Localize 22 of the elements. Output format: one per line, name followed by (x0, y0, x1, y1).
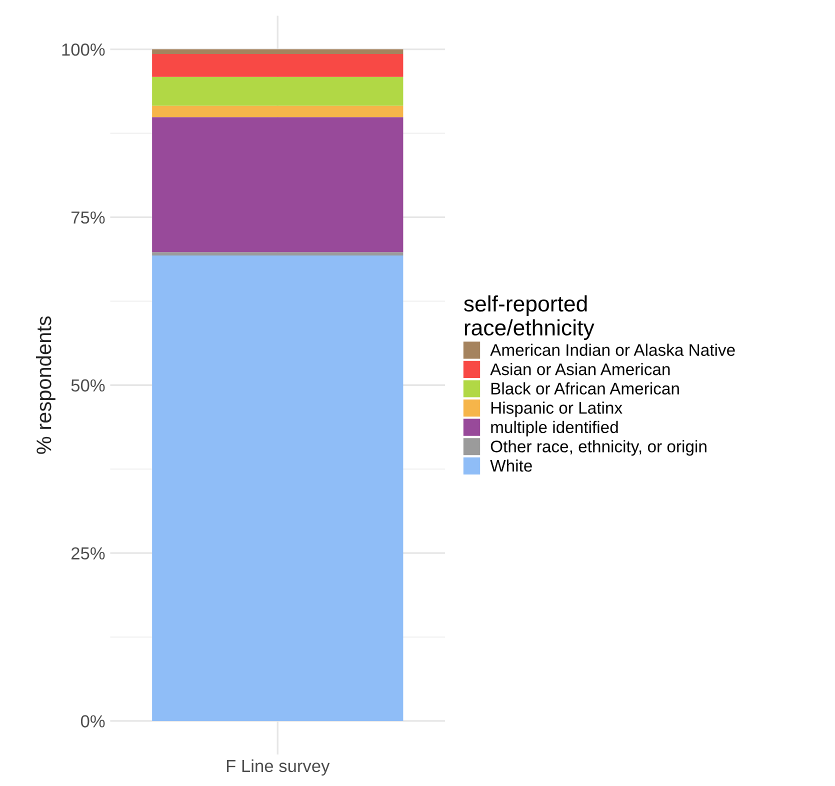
bar (152, 76, 404, 106)
legend-label: American Indian or Alaska Native (490, 344, 735, 356)
y-tick-label: 0% (80, 715, 105, 728)
legend-label: White (490, 459, 532, 472)
bar (152, 54, 404, 77)
bar (152, 252, 404, 256)
y-tick-label: 25% (71, 547, 105, 560)
bar (152, 106, 404, 118)
x-tick-label: F Line survey (226, 759, 330, 776)
legend-label: multiple identified (491, 420, 618, 436)
legend-title: self-reported race/ethnicity (464, 295, 594, 340)
legend-label: Black or African American (491, 382, 679, 395)
bar (152, 256, 404, 721)
y-tick-label: 50% (71, 379, 105, 392)
bar (152, 49, 404, 54)
legend-label: Asian or Asian American (490, 362, 670, 376)
legend-label: Other race, ethnicity, or origin (490, 440, 706, 456)
y-tick-label: 75% (72, 211, 105, 224)
y-axis-title: % respondents (36, 316, 56, 454)
bar (152, 117, 404, 252)
y-tick-label: 100% (62, 43, 105, 56)
legend-label: Hispanic or Latinx (491, 402, 622, 418)
